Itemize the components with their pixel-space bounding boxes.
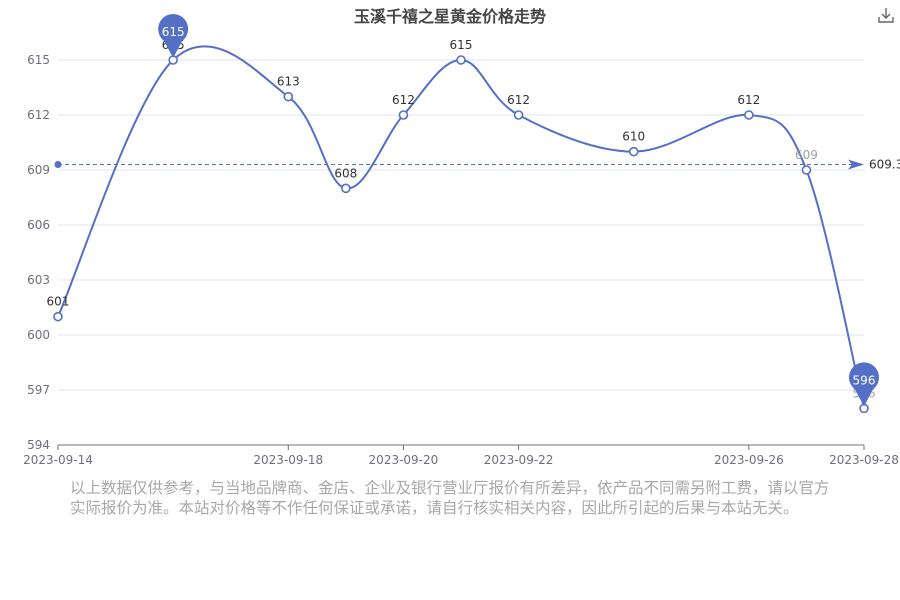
min-marker-pin [849,362,880,407]
data-point [513,110,524,120]
max-marker-pin [158,14,189,59]
x-tick-label: 2023-09-22 [484,453,554,467]
line-chart: 594 597 600 603 606 609 612 615 2023-09-14 2023-0… [23,14,900,467]
max-marker-label: 615 [162,25,185,39]
data-label: 610 [622,130,645,144]
data-labels: 601615613608612615612610612609596 [47,38,876,400]
average-line: 609.3 [54,158,900,172]
extreme-markers: 615 596 [158,14,880,407]
x-tick-label: 2023-09-18 [253,453,323,467]
y-tick-label: 612 [27,108,50,122]
average-start-dot [54,161,62,168]
min-marker-label: 596 [853,373,876,387]
data-label: 613 [277,75,300,89]
data-label: 615 [450,38,473,52]
x-tick-label: 2023-09-26 [714,453,784,467]
y-tick-label: 597 [27,383,50,397]
data-point [801,165,812,175]
y-tick-label: 594 [27,438,50,452]
x-tick-label: 2023-09-28 [829,453,899,467]
data-label: 608 [334,166,357,180]
chart-title: 玉溪千禧之星黄金价格走势 [353,7,546,26]
disclaimer-text: 以上数据仅供参考，与当地品牌商、金店、企业及银行营业厅报价有所差异，依产品不同需… [70,479,830,517]
axes: 594 597 600 603 606 609 612 615 2023-09-14 2023-0… [23,53,899,467]
grid [58,59,864,391]
data-point [628,146,639,157]
x-tick-label: 2023-09-20 [369,453,439,467]
y-tick-label: 615 [27,53,50,67]
data-label: 612 [392,93,415,107]
data-label: 612 [737,93,760,107]
data-point [456,55,466,65]
data-label: 609 [795,148,818,162]
data-point [398,110,409,120]
x-tick-label: 2023-09-14 [23,453,93,467]
download-icon[interactable] [877,6,895,24]
average-arrow [848,159,864,170]
data-label: 601 [47,295,70,309]
y-tick-label: 606 [27,218,50,232]
y-tick-label: 609 [27,163,50,177]
data-points [53,55,869,414]
data-point [283,91,294,102]
y-tick-label: 603 [27,273,50,287]
data-point [53,311,63,322]
data-label: 612 [507,93,530,107]
y-tick-label: 600 [27,328,50,342]
data-point [341,183,351,194]
average-value-label: 609.3 [869,158,900,172]
data-point [744,110,754,120]
